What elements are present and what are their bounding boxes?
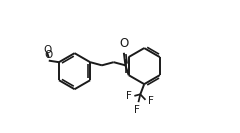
Text: O: O (119, 37, 128, 50)
Text: O: O (45, 50, 53, 60)
Text: O: O (43, 45, 51, 55)
Text: F: F (134, 105, 140, 115)
Text: F: F (126, 91, 132, 101)
Text: F: F (148, 96, 154, 106)
